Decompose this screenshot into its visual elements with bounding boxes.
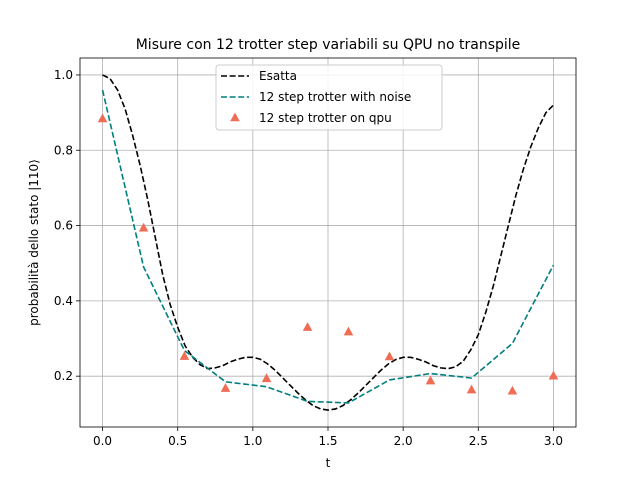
legend-entry: Esatta — [221, 69, 297, 83]
legend-label: 12 step trotter on qpu — [259, 111, 392, 125]
y-tick-label: 0.2 — [54, 369, 73, 383]
series-3-point — [97, 113, 108, 123]
chart-title: Misure con 12 trotter step variabili su … — [136, 37, 521, 53]
y-tick-label: 1.0 — [54, 68, 73, 82]
x-axis: 0.0 0.5 1.0 1.5 2.0 2.5 3.0 — [93, 427, 563, 448]
y-tick-label: 0.6 — [54, 219, 73, 233]
x-tick-label: 1.0 — [243, 434, 262, 448]
series-3-point — [302, 322, 313, 331]
series-3-point — [466, 384, 477, 394]
legend-entry: 12 step trotter on qpu — [230, 111, 392, 125]
legend-label: Esatta — [259, 69, 297, 83]
x-tick-label: 0.0 — [93, 434, 112, 448]
series-3-point — [507, 385, 518, 395]
x-tick-label: 2.5 — [469, 434, 488, 448]
x-tick-label: 3.0 — [544, 434, 563, 448]
series-3-point — [548, 370, 559, 380]
series-3-point — [220, 383, 231, 392]
plot-area — [97, 74, 559, 411]
series-3-point — [343, 326, 354, 336]
series-3-point — [261, 373, 272, 383]
series-1-line — [102, 74, 555, 411]
x-tick-label: 0.5 — [168, 434, 187, 448]
series-2-line — [101, 89, 555, 404]
legend-entry: 12 step trotter with noise — [221, 90, 411, 104]
y-axis-label: probabilità dello stato |110⟩ — [27, 159, 41, 326]
series-3-point — [179, 351, 190, 360]
y-tick-label: 0.8 — [54, 143, 73, 157]
y-tick-label: 0.4 — [54, 294, 73, 308]
x-tick-label: 2.0 — [394, 434, 413, 448]
series-3-point — [425, 375, 436, 385]
legend-label: 12 step trotter with noise — [259, 90, 411, 104]
x-axis-label: t — [326, 456, 331, 470]
x-tick-label: 1.5 — [318, 434, 337, 448]
series-3-point — [138, 222, 149, 232]
legend-marker — [230, 112, 240, 122]
series-3-point — [384, 351, 395, 361]
legend: Esatta 12 step trotter with noise 12 step … — [215, 64, 443, 131]
legend-box — [215, 64, 443, 131]
y-axis: 0.2 0.4 0.6 0.8 1.0 — [54, 68, 80, 383]
